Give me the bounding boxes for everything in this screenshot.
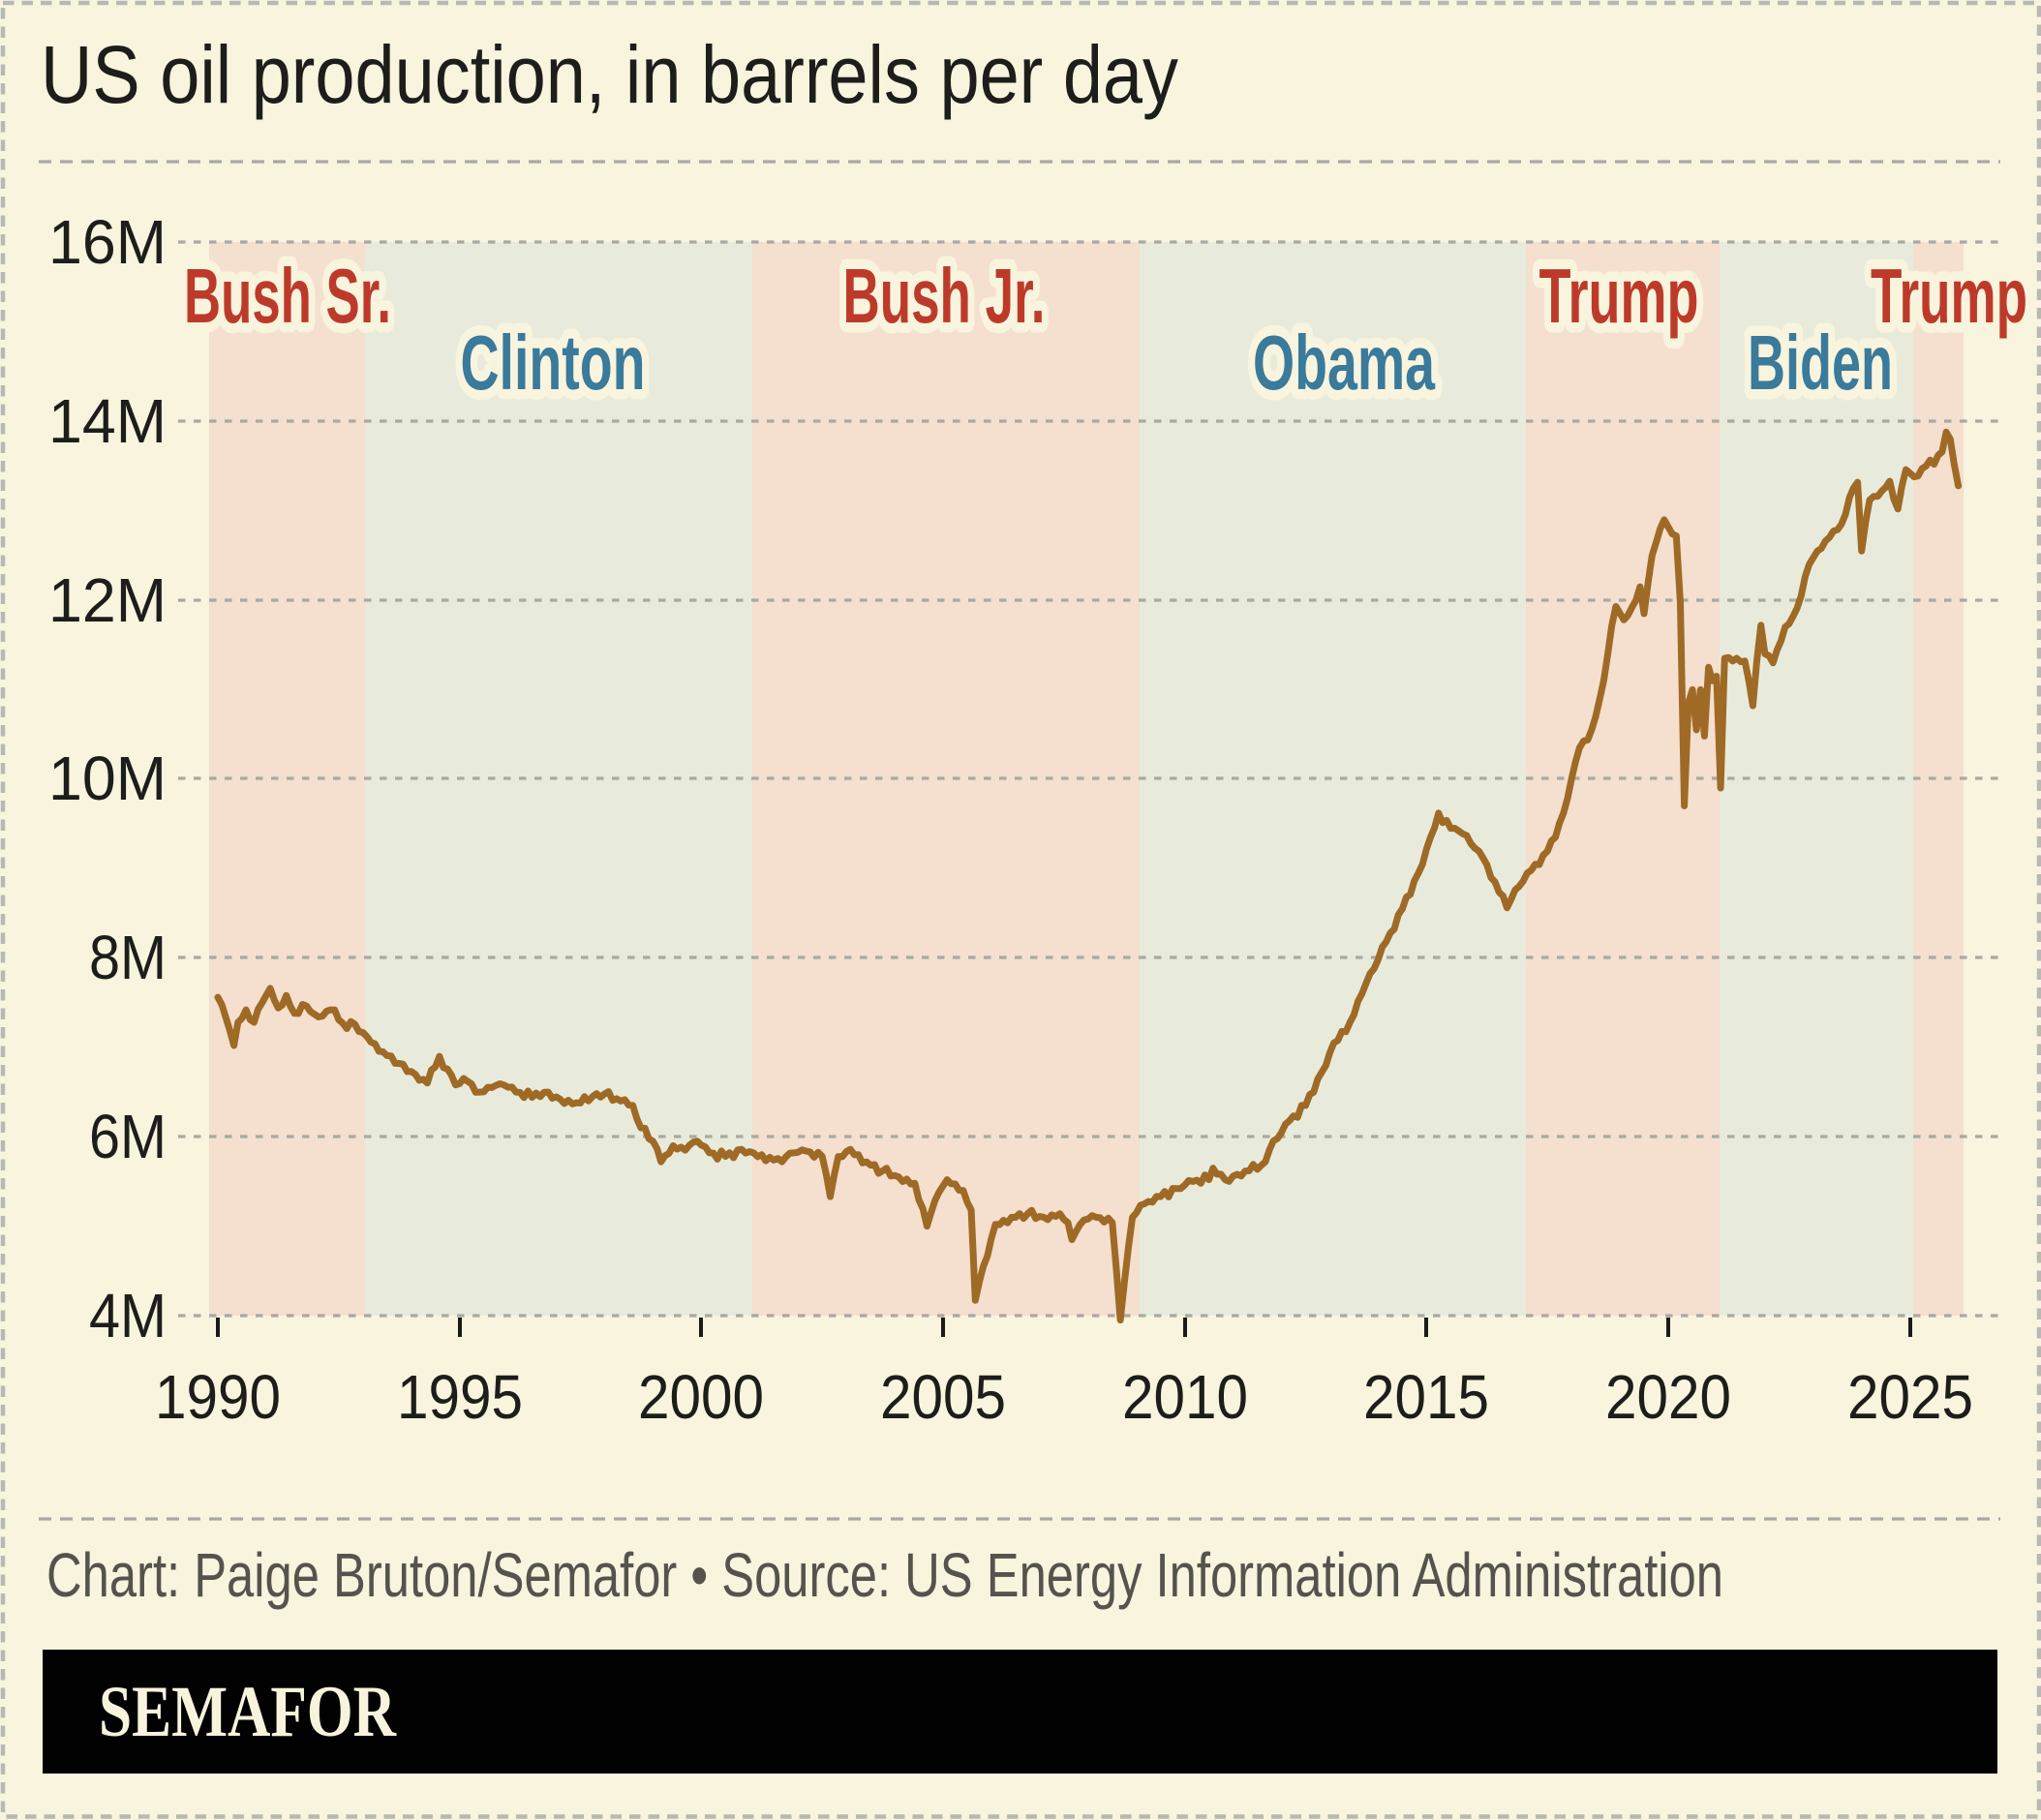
- svg-text:4M: 4M: [89, 1281, 167, 1350]
- svg-text:Bush Jr.: Bush Jr.: [843, 253, 1046, 339]
- svg-text:Trump: Trump: [1871, 253, 2027, 339]
- svg-text:Biden: Biden: [1748, 319, 1893, 406]
- svg-text:16M: 16M: [48, 207, 167, 277]
- svg-text:Clinton: Clinton: [461, 319, 646, 406]
- svg-text:2005: 2005: [880, 1362, 1006, 1432]
- svg-text:1995: 1995: [397, 1362, 523, 1432]
- svg-text:2000: 2000: [638, 1362, 764, 1432]
- svg-text:2020: 2020: [1605, 1362, 1731, 1432]
- svg-text:10M: 10M: [48, 743, 167, 813]
- svg-text:Trump: Trump: [1539, 253, 1699, 339]
- svg-text:1990: 1990: [155, 1362, 281, 1432]
- svg-text:2025: 2025: [1847, 1362, 1973, 1432]
- svg-text:SEMAFOR: SEMAFOR: [99, 1672, 397, 1752]
- svg-text:2010: 2010: [1122, 1362, 1248, 1432]
- svg-text:14M: 14M: [48, 386, 167, 456]
- svg-text:Obama: Obama: [1253, 319, 1435, 406]
- svg-text:8M: 8M: [89, 923, 167, 992]
- svg-text:Chart: Paige Bruton/Semafor •: Chart: Paige Bruton/Semafor • Source: US…: [46, 1540, 1723, 1610]
- svg-text:US oil production, in barrels: US oil production, in barrels per day: [41, 29, 1178, 120]
- svg-text:6M: 6M: [89, 1102, 167, 1171]
- svg-text:Bush Sr.: Bush Sr.: [184, 253, 391, 339]
- svg-text:2015: 2015: [1363, 1362, 1489, 1432]
- svg-text:12M: 12M: [48, 565, 167, 635]
